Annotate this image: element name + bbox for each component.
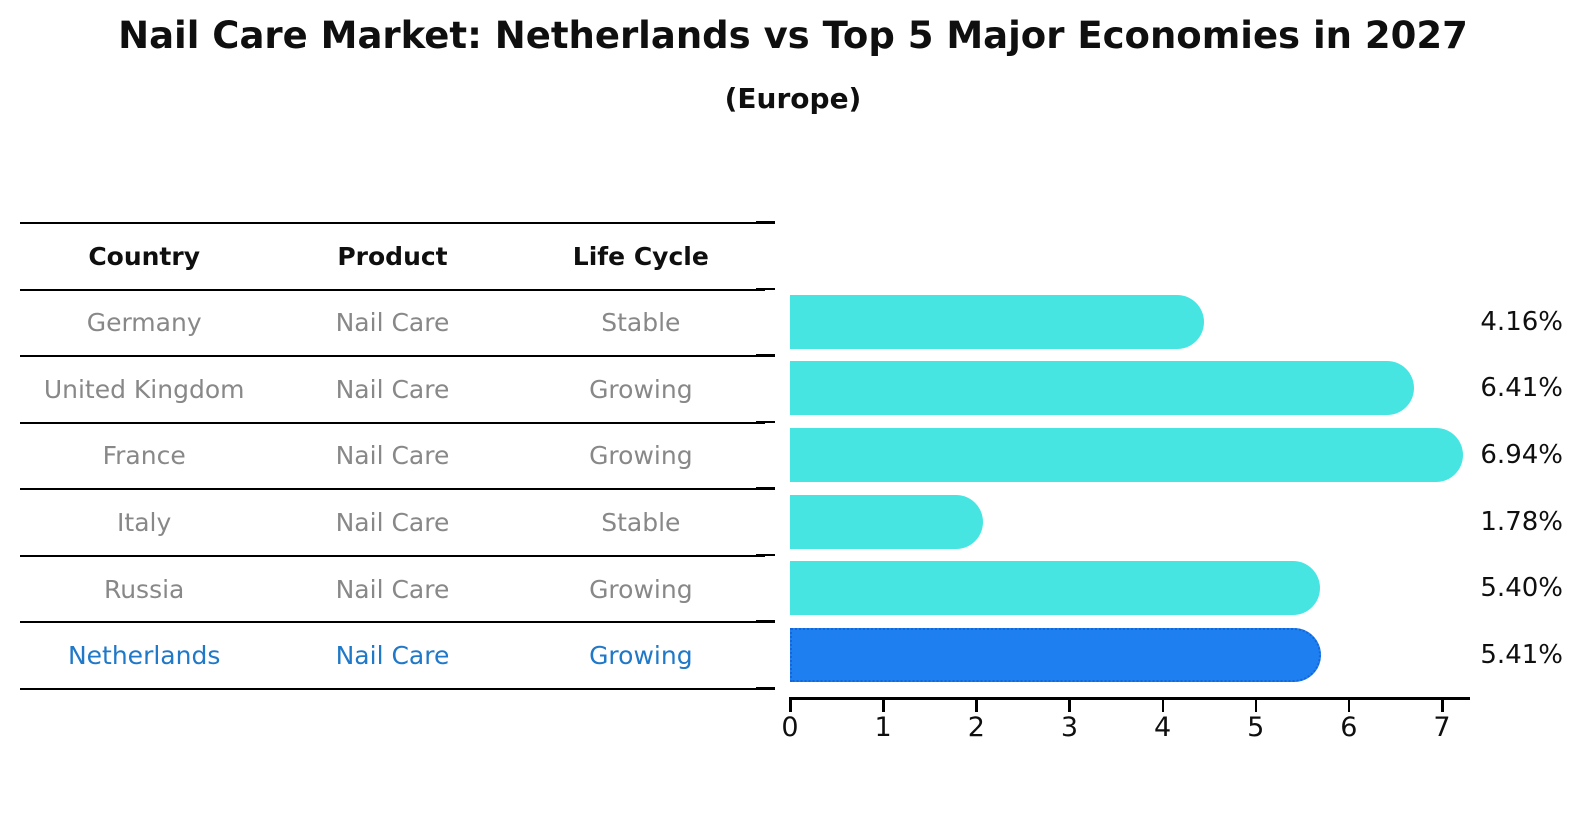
table-row: United Kingdom Nail Care Growing xyxy=(20,355,765,422)
table-header-row: Country Product Life Cycle xyxy=(20,222,765,289)
bar-value-label: 6.94% xyxy=(1480,439,1563,470)
x-axis-tick-label: 3 xyxy=(1060,712,1079,743)
y-axis-tick xyxy=(756,420,775,424)
table-cell-lifecycle: Growing xyxy=(589,641,693,671)
x-axis-line xyxy=(790,697,1470,700)
bar-germany xyxy=(790,294,1205,349)
bar-value-label: 1.78% xyxy=(1480,506,1563,537)
x-axis-tick xyxy=(1254,697,1258,712)
bar-value-label: 6.41% xyxy=(1480,373,1563,404)
table-cell-lifecycle: Stable xyxy=(601,308,681,338)
table-cell-lifecycle: Growing xyxy=(589,374,693,404)
y-axis-tick xyxy=(756,487,775,490)
x-axis-tick xyxy=(789,697,792,712)
table-cell-country: Netherlands xyxy=(67,641,221,671)
x-axis-tick xyxy=(1347,697,1351,712)
bar-value-label: 5.40% xyxy=(1480,573,1563,604)
x-axis-tick-label: 0 xyxy=(781,712,799,743)
y-axis-tick xyxy=(756,221,775,224)
x-axis-tick-label: 7 xyxy=(1433,712,1451,743)
table-cell-country: France xyxy=(102,441,186,471)
x-axis-tick xyxy=(882,697,885,712)
bar-netherlands-highlighted xyxy=(790,627,1321,682)
column-header-product: Product xyxy=(337,241,448,271)
bar-value-label: 5.41% xyxy=(1480,639,1563,670)
bar-france xyxy=(790,428,1464,482)
y-axis-tick xyxy=(756,620,775,623)
table-cell-country: Russia xyxy=(103,574,185,604)
chart-title: Nail Care Market: Netherlands vs Top 5 M… xyxy=(118,14,1468,57)
x-axis-tick xyxy=(1441,697,1444,712)
table-row: Netherlands Nail Care Growing xyxy=(20,621,765,688)
table-row: France Nail Care Growing xyxy=(20,421,765,489)
x-axis-tick-label: 1 xyxy=(874,712,892,743)
x-axis-tick xyxy=(1068,697,1071,712)
table-cell-product: Nail Care xyxy=(335,374,450,404)
table-cell-country: United Kingdom xyxy=(43,374,245,404)
bar-italy xyxy=(790,494,983,549)
chart-subtitle: (Europe) xyxy=(724,82,862,115)
bar-russia xyxy=(790,561,1320,616)
bar-united-kingdom xyxy=(790,361,1415,416)
y-axis-tick xyxy=(756,553,775,557)
x-axis-tick-label: 5 xyxy=(1247,712,1265,743)
table-cell-product: Nail Care xyxy=(335,508,450,538)
table-cell-country: Germany xyxy=(86,308,202,338)
table-cell-product: Nail Care xyxy=(335,641,450,671)
country-table: Country Product Life Cycle Germany Nail C… xyxy=(20,222,765,690)
table-cell-lifecycle: Stable xyxy=(601,508,681,538)
table-cell-country: Italy xyxy=(117,508,172,538)
bar-value-label: 4.16% xyxy=(1480,306,1563,337)
table-cell-product: Nail Care xyxy=(335,574,450,604)
table-cell-lifecycle: Growing xyxy=(589,441,693,471)
y-axis-tick xyxy=(756,687,775,690)
y-axis-tick xyxy=(756,354,775,357)
table-cell-product: Nail Care xyxy=(335,441,450,471)
table-row: Germany Nail Care Stable xyxy=(20,288,765,356)
table-row: Russia Nail Care Growing xyxy=(20,554,765,622)
y-axis-tick xyxy=(756,287,775,291)
table-cell-lifecycle: Growing xyxy=(589,574,693,604)
x-axis-tick-label: 2 xyxy=(967,712,985,743)
table-cell-product: Nail Care xyxy=(335,308,450,338)
x-axis-tick-label: 4 xyxy=(1153,712,1172,743)
x-axis-tick xyxy=(975,697,978,712)
x-axis-tick-label: 6 xyxy=(1340,712,1358,743)
table-row: Italy Nail Care Stable xyxy=(20,488,765,555)
x-axis-tick xyxy=(1161,697,1165,712)
column-header-country: Country xyxy=(88,241,201,271)
column-header-lifecycle: Life Cycle xyxy=(572,241,709,271)
